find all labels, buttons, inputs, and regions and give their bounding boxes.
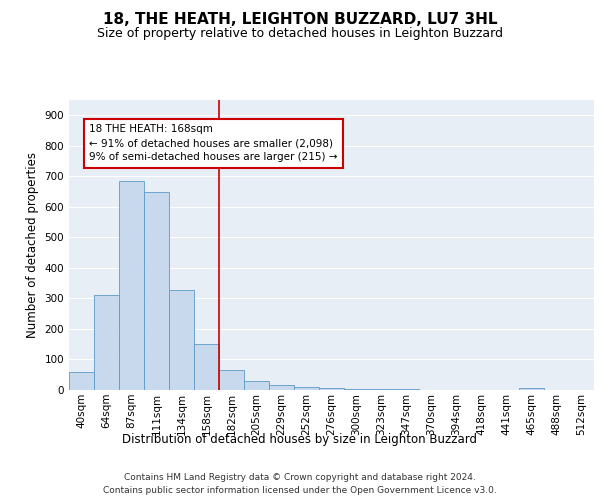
Y-axis label: Number of detached properties: Number of detached properties: [26, 152, 39, 338]
Text: Contains HM Land Registry data © Crown copyright and database right 2024.: Contains HM Land Registry data © Crown c…: [124, 472, 476, 482]
Bar: [69, 372, 94, 390]
Bar: [369, 389, 394, 390]
Text: Contains public sector information licensed under the Open Government Licence v3: Contains public sector information licen…: [103, 486, 497, 495]
Bar: [144, 192, 169, 390]
Bar: [194, 344, 219, 390]
Bar: [244, 381, 269, 390]
Text: 18, THE HEATH, LEIGHTON BUZZARD, LU7 3HL: 18, THE HEATH, LEIGHTON BUZZARD, LU7 3HL: [103, 12, 497, 28]
Bar: [319, 388, 344, 390]
Bar: [119, 181, 144, 390]
Bar: [344, 389, 369, 390]
Bar: [519, 388, 544, 390]
Bar: [94, 296, 119, 390]
Text: Distribution of detached houses by size in Leighton Buzzard: Distribution of detached houses by size …: [122, 432, 478, 446]
Bar: [169, 290, 194, 390]
Text: Size of property relative to detached houses in Leighton Buzzard: Size of property relative to detached ho…: [97, 28, 503, 40]
Bar: [294, 387, 319, 390]
Bar: [219, 370, 244, 390]
Text: 18 THE HEATH: 168sqm
← 91% of detached houses are smaller (2,098)
9% of semi-det: 18 THE HEATH: 168sqm ← 91% of detached h…: [89, 124, 337, 162]
Bar: [269, 384, 294, 390]
